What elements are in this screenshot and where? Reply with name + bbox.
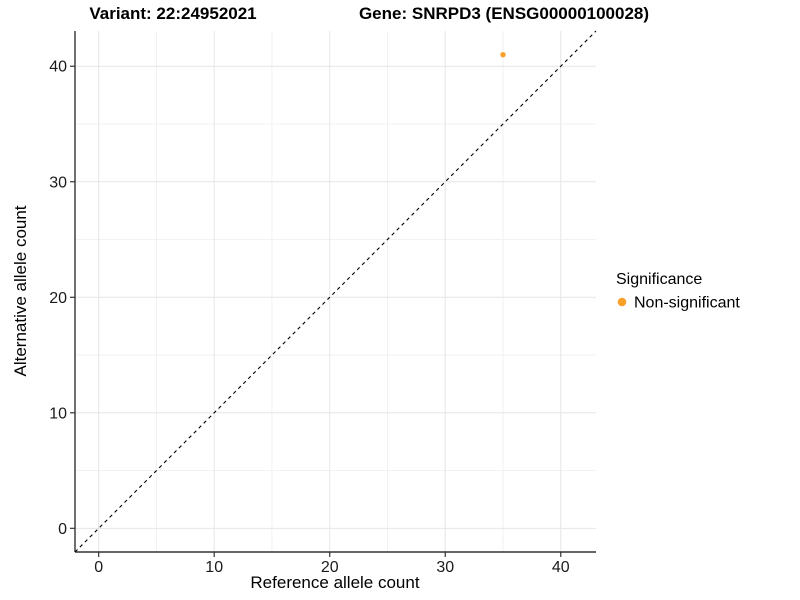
- legend-key-dot-icon: [617, 297, 627, 307]
- axis-tick-labels: 0 10 20 30 40 0 10 20 30 40: [49, 59, 570, 576]
- legend-item-label: Non-significant: [634, 295, 740, 312]
- variant-title: Variant: 22:24952021: [89, 4, 257, 23]
- y-tick-label: 30: [49, 174, 67, 191]
- x-tick-label: 10: [205, 559, 223, 576]
- major-gridlines: [75, 31, 596, 552]
- gene-title: Gene: SNRPD3 (ENSG00000100028): [358, 4, 650, 23]
- y-tick-label: 20: [49, 290, 67, 307]
- x-tick-label: 20: [321, 559, 339, 576]
- x-axis-title: Reference allele count: [250, 573, 419, 592]
- x-tick-label: 40: [552, 559, 570, 576]
- minor-gridlines: [75, 31, 596, 552]
- y-tick-label: 10: [49, 405, 67, 422]
- y-tick-label: 40: [49, 59, 67, 76]
- y-tick-label: 0: [58, 521, 67, 538]
- legend: Significance Non-significant: [616, 271, 740, 312]
- y-axis-title: Alternative allele count: [11, 205, 30, 376]
- data-point: [500, 51, 506, 58]
- x-tick-label: 30: [436, 559, 454, 576]
- legend-title: Significance: [616, 271, 702, 288]
- identity-dashed-line: [74, 30, 597, 553]
- plot-marks: [74, 30, 597, 553]
- axis-lines: [74, 31, 596, 553]
- axis-tick-marks: [70, 65, 562, 557]
- x-tick-label: 0: [94, 559, 103, 576]
